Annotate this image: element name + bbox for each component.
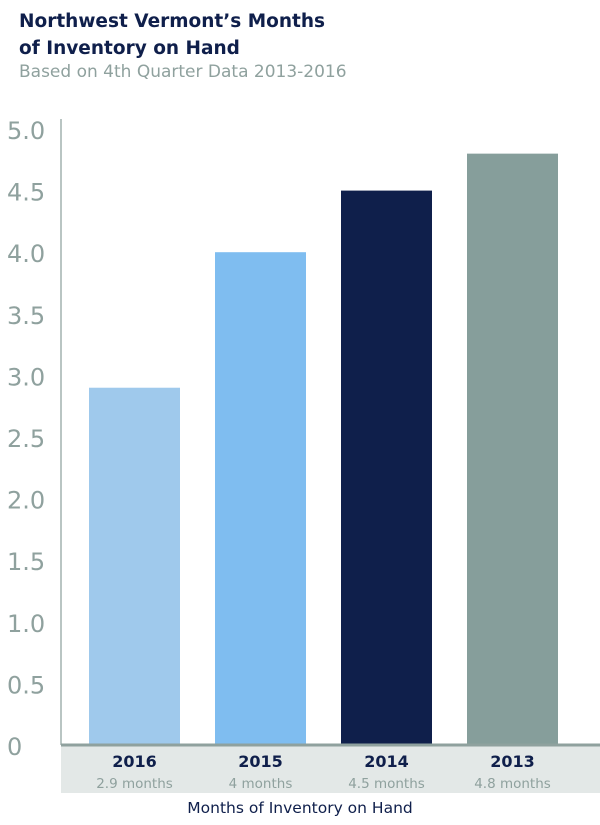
- y-tick-label: 0.5: [7, 671, 45, 699]
- bar-2014: [341, 190, 432, 746]
- y-tick-label: 4.5: [7, 179, 45, 207]
- y-tick-label: 4.0: [7, 240, 45, 268]
- y-tick-label: 1.0: [7, 610, 45, 638]
- data-label: 4.5 months: [348, 776, 425, 792]
- y-tick-label: 3.0: [7, 363, 45, 391]
- y-tick-label: 3.5: [7, 302, 45, 330]
- x-tick-label: 2013: [490, 752, 535, 771]
- data-label: 4.8 months: [474, 776, 551, 792]
- bar-chart: 0 0.5 1.0 1.5 2.0 2.5 3.0 3.5 4.0 4.5 5.0 2016 2.9 m…: [7, 117, 600, 793]
- y-tick-label: 2.5: [7, 425, 45, 453]
- x-tick-label: 2015: [238, 752, 283, 771]
- data-label: 2.9 months: [96, 776, 173, 792]
- category-band: [61, 745, 600, 793]
- bar-2013: [467, 153, 558, 745]
- x-tick-label: 2014: [364, 752, 409, 771]
- chart-title-line-2: of Inventory on Hand: [19, 38, 240, 59]
- chart-subtitle: Based on 4th Quarter Data 2013-2016: [19, 62, 347, 82]
- data-label: 4 months: [229, 776, 293, 792]
- y-tick-label: 5.0: [7, 117, 45, 145]
- x-tick-label: 2016: [112, 752, 157, 771]
- bar-2015: [215, 252, 306, 745]
- y-tick-label: 2.0: [7, 487, 45, 515]
- chart-title-line-1: Northwest Vermont’s Months: [19, 11, 326, 32]
- y-tick-label: 1.5: [7, 548, 45, 576]
- y-tick-label: 0: [7, 733, 22, 761]
- x-axis-label: Months of Inventory on Hand: [187, 799, 413, 817]
- chart-title: Northwest Vermont’s Months of Inventory …: [19, 8, 325, 62]
- bar-2016: [89, 387, 180, 745]
